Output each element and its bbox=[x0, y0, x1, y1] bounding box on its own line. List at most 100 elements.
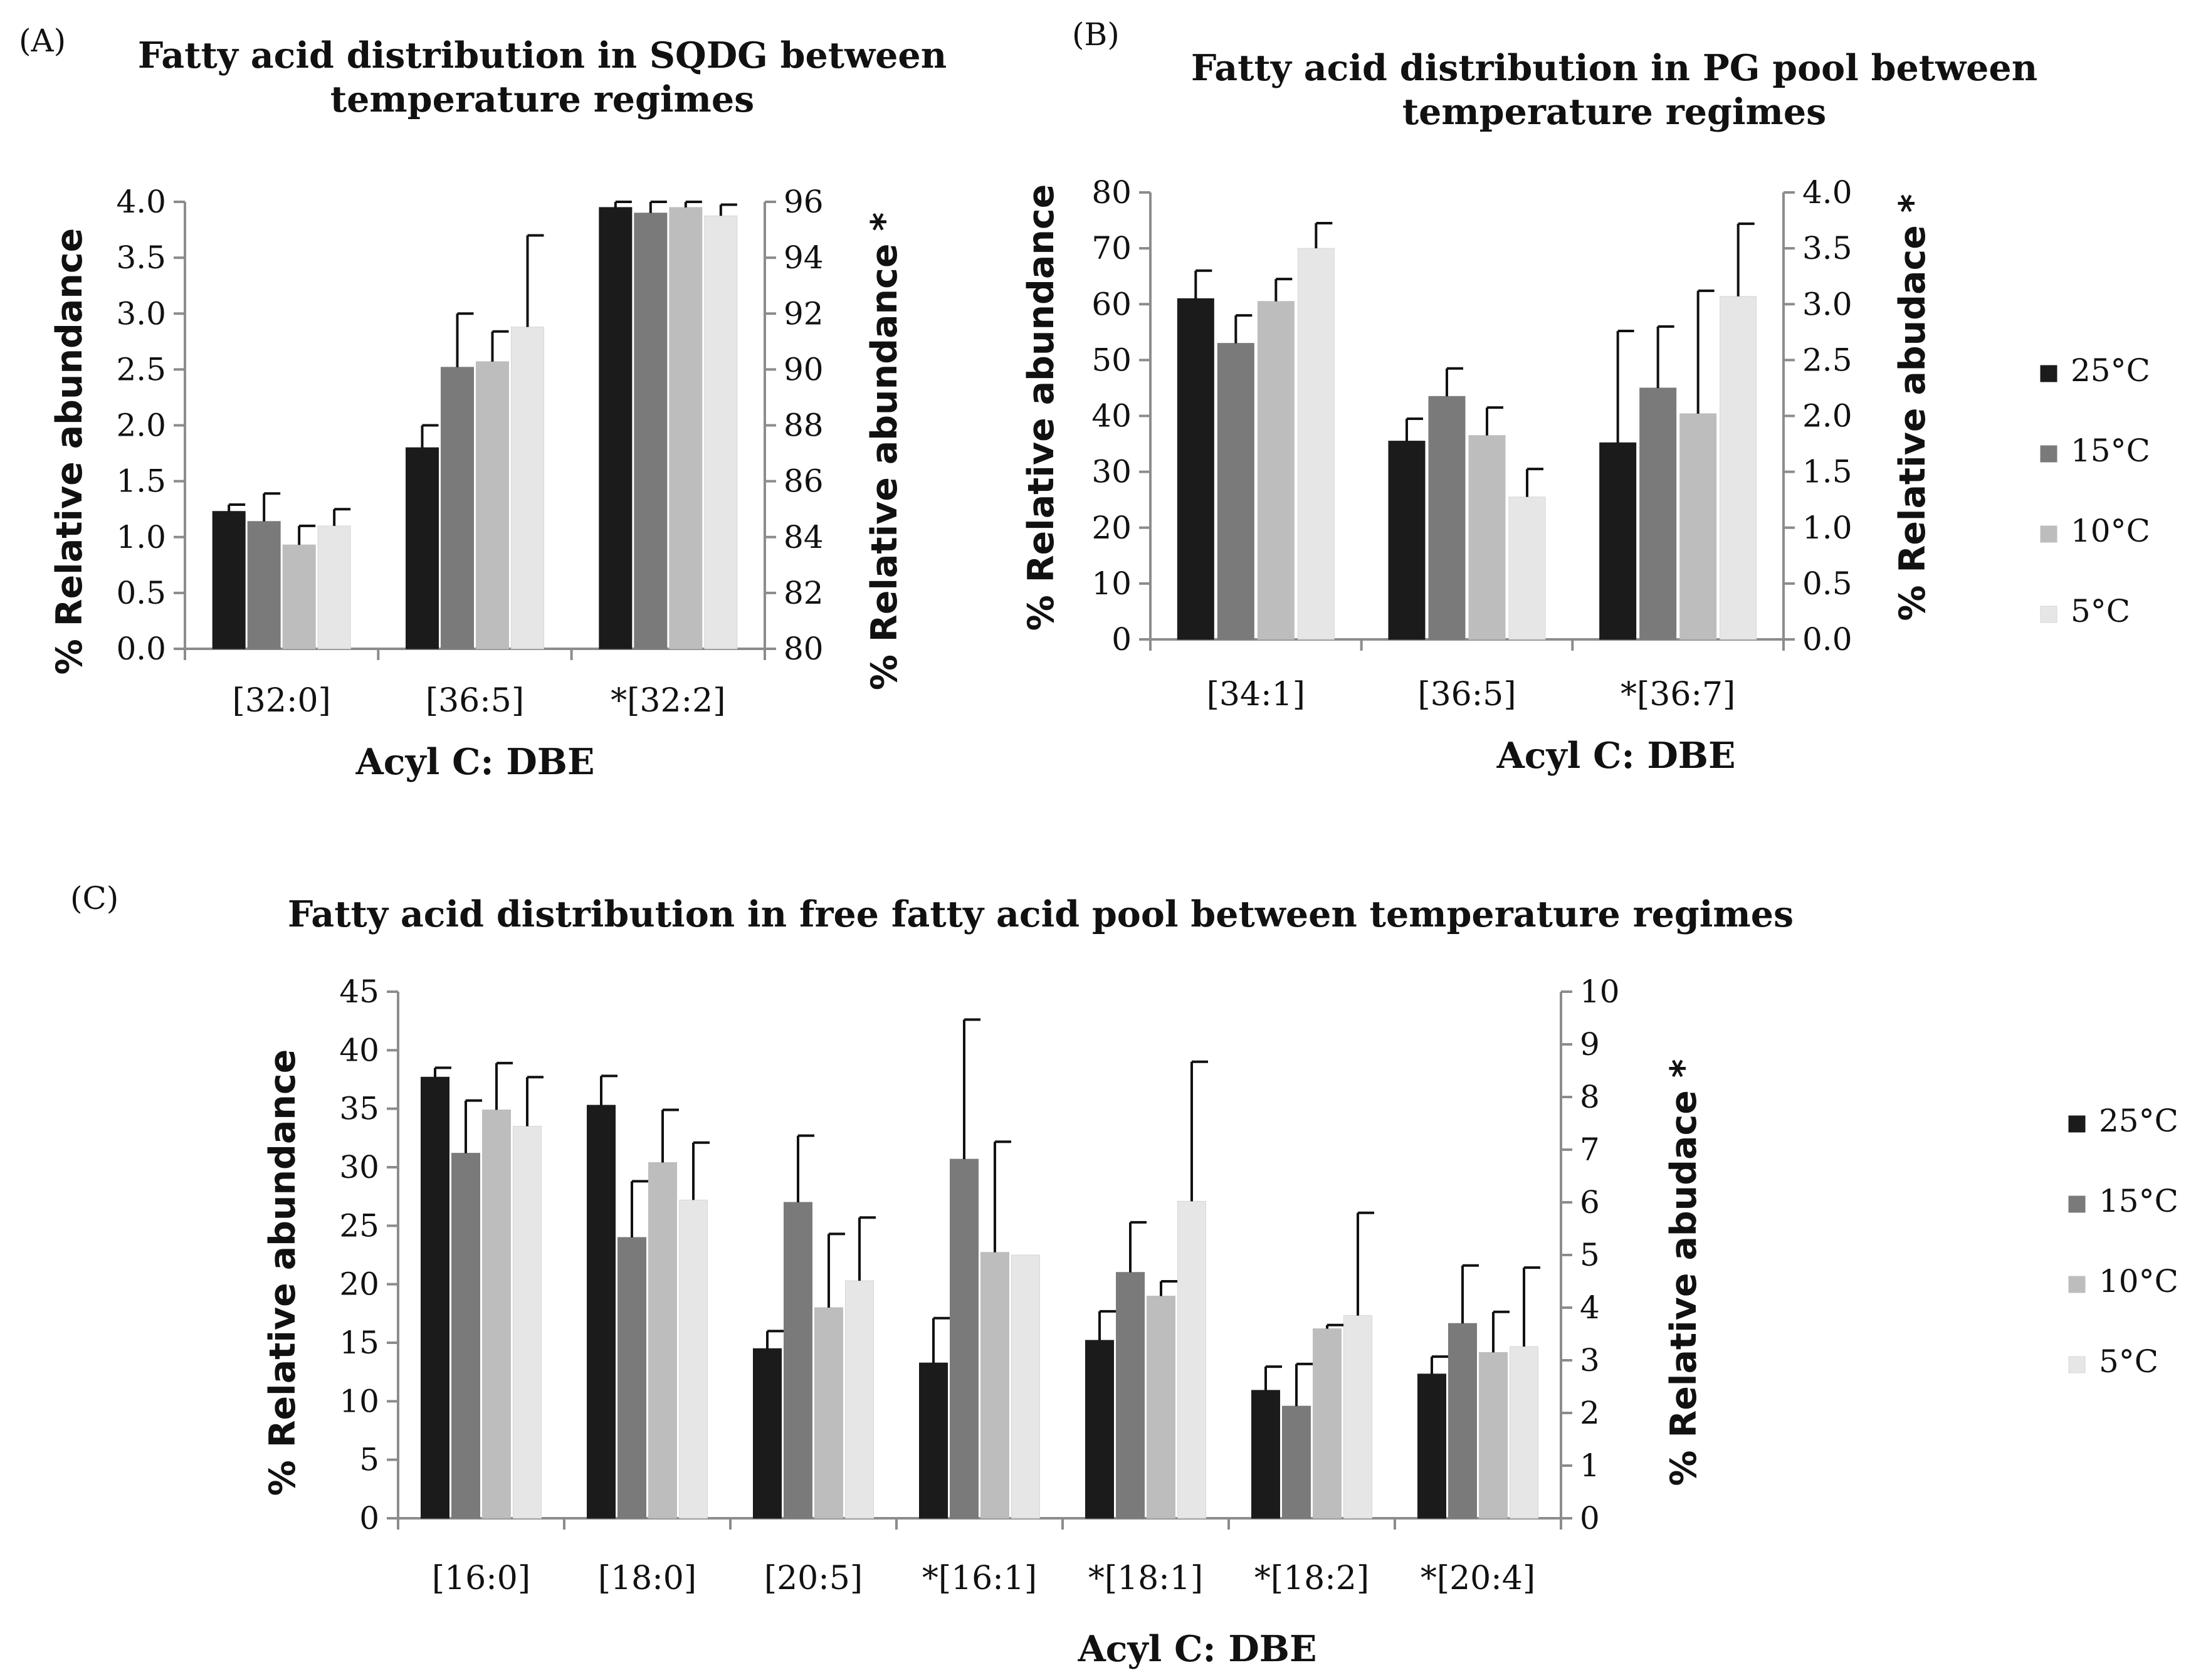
left-tick-label: 3.0 bbox=[116, 295, 166, 332]
panel-label-a: (A) bbox=[19, 23, 66, 59]
bar-15c-365 bbox=[441, 367, 474, 649]
left-tick-label: 25 bbox=[339, 1207, 379, 1244]
bar-25c-*181 bbox=[1085, 1340, 1114, 1519]
right-tick-label: 96 bbox=[784, 184, 824, 220]
left-tick-label: 3.5 bbox=[116, 239, 166, 276]
bar-10c-365 bbox=[476, 361, 509, 649]
right-tick-label: 3.5 bbox=[1802, 230, 1852, 266]
chart-c-x-axis-title: Acyl C: DBE bbox=[1078, 1628, 1317, 1670]
bar-25c-*161 bbox=[919, 1362, 948, 1519]
left-tick-label: 2.5 bbox=[116, 351, 166, 387]
chart-c-right-y-axis-title: % Relative abudace * bbox=[1663, 1059, 1705, 1486]
right-tick-label: 84 bbox=[784, 519, 824, 555]
bar-5c-180 bbox=[679, 1199, 708, 1519]
left-tick-label: 1.5 bbox=[116, 463, 166, 500]
bar-25c-205 bbox=[753, 1348, 782, 1519]
chart-a-title-line-1: Fatty acid distribution in SQDG between bbox=[138, 34, 947, 76]
left-tick-label: 0.5 bbox=[116, 575, 166, 611]
legend-label: 5°C bbox=[2071, 593, 2130, 629]
bar-5c-*181 bbox=[1177, 1200, 1206, 1519]
left-tick-label: 10 bbox=[339, 1383, 379, 1419]
chart-b-plot-area: 0 10 20 30 40 50 60 70 80 0.0 0.5 1.0 1.5 2.0 2.5 3.0 3.… bbox=[1091, 174, 1852, 713]
chart-b-right-y-axis-title: % Relative abudace * bbox=[1892, 194, 1933, 621]
bar-25c-341 bbox=[1177, 298, 1214, 640]
bar-5c-*367 bbox=[1720, 296, 1757, 640]
category-label: [36:5] bbox=[1417, 676, 1516, 713]
category-label: [20:5] bbox=[764, 1560, 863, 1597]
bar-25c-*367 bbox=[1599, 442, 1637, 640]
bar-25c-*322 bbox=[599, 207, 633, 649]
panel-c-ffa-chart: (C) Fatty acid distribution in free fatt… bbox=[70, 880, 2178, 1670]
bar-25c-*182 bbox=[1251, 1390, 1280, 1519]
category-label: *[36:7] bbox=[1621, 676, 1735, 713]
left-tick-label: 10 bbox=[1091, 565, 1132, 602]
bar-10c-205 bbox=[814, 1307, 843, 1519]
right-tick-label: 0.0 bbox=[1802, 621, 1852, 658]
left-tick-label: 45 bbox=[339, 974, 379, 1010]
left-tick-label: 15 bbox=[339, 1325, 379, 1361]
legend-swatch bbox=[2040, 606, 2057, 623]
right-tick-label: 80 bbox=[784, 631, 824, 667]
right-tick-label: 1.0 bbox=[1802, 510, 1852, 546]
bar-5c-341 bbox=[1297, 248, 1335, 640]
chart-b-title-line-1: Fatty acid distribution in PG pool betwe… bbox=[1191, 47, 2037, 89]
right-tick-label: 82 bbox=[784, 575, 824, 611]
left-tick-label: 40 bbox=[339, 1032, 379, 1068]
left-tick-label: 35 bbox=[339, 1091, 379, 1127]
right-tick-label: 3 bbox=[1580, 1342, 1600, 1378]
bar-10c-*322 bbox=[669, 207, 703, 649]
right-tick-label: 92 bbox=[784, 295, 824, 332]
bar-10c-*161 bbox=[980, 1252, 1009, 1519]
right-tick-label: 94 bbox=[784, 239, 824, 276]
right-tick-label: 88 bbox=[784, 407, 824, 444]
bar-5c-365 bbox=[511, 327, 544, 649]
bar-5c-205 bbox=[845, 1280, 874, 1519]
right-tick-label: 2.5 bbox=[1802, 342, 1852, 378]
left-tick-label: 60 bbox=[1091, 286, 1132, 322]
bar-5c-320 bbox=[317, 525, 351, 649]
right-tick-label: 0 bbox=[1580, 1500, 1600, 1536]
legend-label: 15°C bbox=[2099, 1183, 2178, 1219]
left-tick-label: 4.0 bbox=[116, 184, 166, 220]
left-tick-label: 80 bbox=[1091, 174, 1132, 211]
category-label: *[32:2] bbox=[611, 682, 725, 720]
right-tick-label: 4 bbox=[1580, 1289, 1600, 1326]
category-label: *[18:1] bbox=[1088, 1560, 1203, 1597]
bar-25c-*204 bbox=[1417, 1373, 1446, 1519]
bar-25c-160 bbox=[421, 1076, 449, 1519]
bar-15c-*367 bbox=[1639, 387, 1677, 640]
bar-15c-205 bbox=[784, 1202, 812, 1519]
right-tick-label: 2 bbox=[1580, 1395, 1600, 1431]
chart-b-legend: 25°C 15°C 10°C 5°C bbox=[2040, 352, 2150, 629]
right-tick-label: 10 bbox=[1580, 974, 1620, 1010]
right-tick-label: 7 bbox=[1580, 1131, 1600, 1168]
bar-25c-180 bbox=[587, 1105, 616, 1519]
category-label: [34:1] bbox=[1207, 676, 1305, 713]
bar-5c-*161 bbox=[1011, 1254, 1040, 1519]
bar-10c-180 bbox=[648, 1162, 677, 1519]
bar-15c-341 bbox=[1217, 343, 1254, 640]
legend-label: 25°C bbox=[2071, 352, 2150, 389]
category-label: [18:0] bbox=[598, 1560, 696, 1597]
right-tick-label: 6 bbox=[1580, 1184, 1600, 1221]
right-tick-label: 4.0 bbox=[1802, 174, 1852, 211]
left-tick-label: 40 bbox=[1091, 398, 1132, 434]
left-tick-label: 70 bbox=[1091, 230, 1132, 266]
left-tick-label: 1.0 bbox=[116, 519, 166, 555]
left-tick-label: 20 bbox=[339, 1266, 379, 1303]
bar-10c-*181 bbox=[1147, 1296, 1175, 1519]
chart-c-y-axis-title: % Relative abundance bbox=[262, 1049, 303, 1496]
bar-5c-*204 bbox=[1510, 1346, 1538, 1519]
legend-swatch bbox=[2068, 1276, 2086, 1293]
chart-b-x-axis-title: Acyl C: DBE bbox=[1496, 735, 1736, 777]
legend-swatch bbox=[2040, 525, 2057, 543]
panel-a-sqdg-chart: (A) Fatty acid distribution in SQDG betw… bbox=[19, 23, 947, 783]
left-tick-label: 2.0 bbox=[116, 407, 166, 444]
right-tick-label: 1.5 bbox=[1802, 454, 1852, 490]
bar-5c-160 bbox=[513, 1126, 542, 1519]
chart-c-legend: 25°C 15°C 10°C 5°C bbox=[2068, 1103, 2178, 1380]
bar-15c-160 bbox=[451, 1153, 480, 1519]
left-tick-label: 30 bbox=[339, 1149, 379, 1185]
bar-5c-*182 bbox=[1343, 1315, 1372, 1519]
